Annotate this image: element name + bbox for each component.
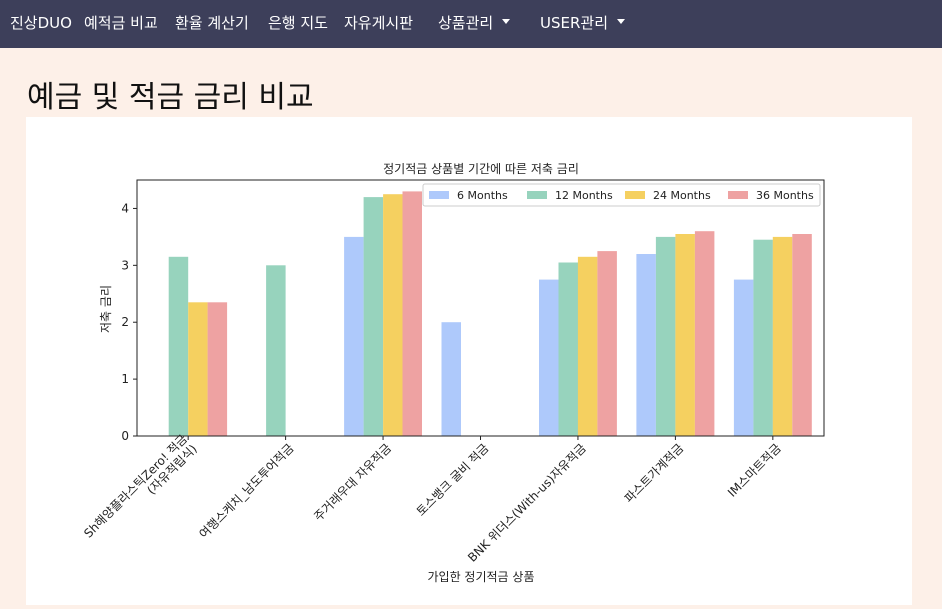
legend-swatch [728,191,748,199]
bar-3-2 [402,191,422,436]
x-tick-label: 토스뱅크 굴비 적금 [414,441,492,519]
y-tick-label: 2 [121,315,129,329]
bar-0-4 [539,279,559,436]
plot-frame [136,179,825,437]
bar-1-0 [168,256,189,436]
x-tick-label-group: Sh해양플라스틱Zero! 적금(자유적립식) [81,432,200,551]
y-tick-label: 1 [121,372,129,386]
nav-free-board[interactable]: 자유게시판 [344,14,414,32]
y-tick-label: 4 [121,201,129,215]
nav-product-manage-dropdown[interactable]: 상품관리 [438,0,511,48]
legend-swatch [429,191,449,199]
bar-1-5 [655,236,676,436]
bar-2-5 [675,234,695,436]
x-tick-label: 여행스케치_남도투어적금 [196,440,297,541]
y-tick-label: 0 [121,429,129,443]
bar-2-4 [577,256,598,436]
bar-2-0 [188,302,208,436]
chevron-down-icon [502,19,511,24]
bar-3-6 [792,234,812,436]
x-tick-label-group: 파스트가계적금 [622,441,687,506]
x-tick-label-group: IM스마트적금 [725,441,784,500]
y-axis-label: 저축 금리 [99,285,113,333]
chart-title: 정기적금 상품별 기간에 따른 저축 금리 [383,162,579,176]
nav-user-manage-dropdown[interactable]: USER관리 [540,0,626,48]
bar-1-4 [558,262,578,436]
x-tick-label-group: BNK 위더스(With-us)자유적금 [465,441,589,565]
nav-bank-map[interactable]: 은행 지도 [268,14,328,32]
nav-user-manage-label: USER관리 [540,14,609,32]
chart-card: 정기적금 상품별 기간에 따른 저축 금리 가입한 정기적금 상품 저축 금리 … [26,117,912,605]
bar-0-2 [344,236,364,436]
bar-0-6 [733,279,754,436]
x-tick-label: Sh해양플라스틱Zero! 적금(자유적립식) [81,432,200,551]
legend-label: 36 Months [756,189,814,202]
bar-1-6 [753,239,773,436]
bar-3-4 [597,251,617,436]
navbar: 진상DUO 예적금 비교 환율 계산기 은행 지도 자유게시판 상품관리 USE… [0,0,942,48]
y-tick-label: 3 [121,258,129,272]
x-tick-label-group: 여행스케치_남도투어적금 [196,440,297,541]
nav-exchange-calculator[interactable]: 환율 계산기 [175,14,249,32]
nav-savings-compare[interactable]: 예적금 비교 [84,14,158,32]
x-tick-label-group: 토스뱅크 굴비 적금 [414,441,492,519]
x-axis-label: 가입한 정기적금 상품 [428,570,535,584]
legend-swatch [625,191,645,199]
chevron-down-icon [617,19,626,24]
x-tick-label: IM스마트적금 [725,441,784,500]
x-tick-label: BNK 위더스(With-us)자유적금 [465,441,589,565]
legend-label: 6 Months [457,189,508,202]
savings-rate-chart: 정기적금 상품별 기간에 따른 저축 금리 가입한 정기적금 상품 저축 금리 … [81,162,825,584]
bar-0-5 [636,254,656,436]
nav-brand[interactable]: 진상DUO [10,14,72,32]
legend-swatch [527,191,547,199]
bar-3-5 [694,231,715,436]
nav-product-manage-label: 상품관리 [438,14,494,32]
bar-0-3 [441,322,461,436]
legend-label: 24 Months [653,189,711,202]
legend-box [422,183,821,207]
bar-2-6 [772,236,793,436]
x-tick-label: 파스트가계적금 [622,441,687,506]
bar-1-1 [266,265,286,436]
bar-3-0 [207,302,228,436]
bar-1-2 [363,197,384,436]
x-tick-label: 주거래우대 자유적금 [311,441,394,524]
page-title: 예금 및 적금 금리 비교 [27,80,314,115]
legend-label: 12 Months [555,189,613,202]
bar-2-2 [383,194,403,436]
x-tick-label-group: 주거래우대 자유적금 [311,441,394,524]
